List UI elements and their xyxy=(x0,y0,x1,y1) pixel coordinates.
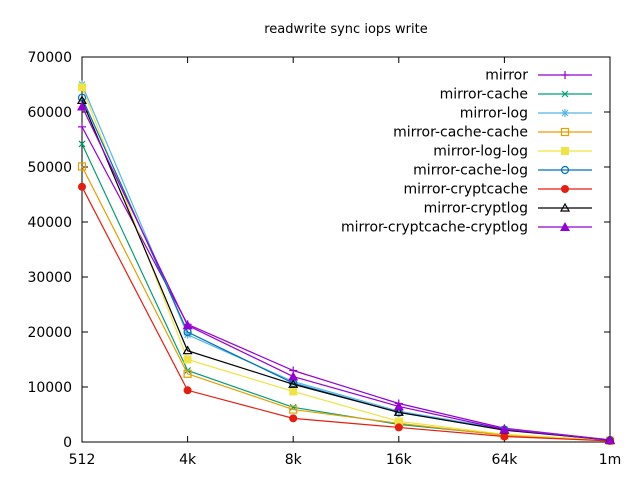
series-mirror-cryptcache-cryptlog xyxy=(81,106,611,441)
legend-label: mirror-cryptcache xyxy=(403,182,528,198)
triangle-filled-marker xyxy=(288,371,299,381)
triangle-open-marker xyxy=(559,202,571,212)
legend-label: mirror-log-log xyxy=(433,144,528,160)
legend-label: mirror-cryptcache-cryptlog xyxy=(341,220,528,236)
legend-item-mirror-cache: mirror-cache xyxy=(440,87,592,103)
x-marker xyxy=(78,140,86,148)
y-tick-label: 40000 xyxy=(27,215,72,231)
square-open-marker xyxy=(289,405,298,414)
y-tick-label: 70000 xyxy=(27,50,72,66)
legend-item-mirror-cache-log: mirror-cache-log xyxy=(413,163,592,179)
legend-label: mirror-cryptlog xyxy=(424,201,528,217)
legend-item-mirror-log: mirror-log xyxy=(460,106,592,122)
y-tick-label: 20000 xyxy=(27,325,72,341)
circle-filled-marker xyxy=(78,182,86,191)
triangle-filled-marker xyxy=(182,320,193,330)
triangle-filled-marker xyxy=(77,101,87,111)
chart-title: readwrite sync iops write xyxy=(264,22,428,37)
square-open-marker xyxy=(560,127,570,137)
series-mirror-cache-cache xyxy=(81,166,611,442)
asterisk-marker xyxy=(561,109,569,117)
legend-item-mirror: mirror xyxy=(485,68,592,84)
x-tick-label: 4k xyxy=(179,452,197,468)
legend-item-mirror-cryptlog: mirror-cryptlog xyxy=(424,201,592,217)
y-tick-label: 60000 xyxy=(27,105,72,121)
circle-filled-marker xyxy=(289,414,298,423)
y-tick-label: 50000 xyxy=(27,160,72,176)
series-mirror-cryptlog xyxy=(81,100,611,441)
circle-filled-marker xyxy=(561,185,569,193)
x-tick-label: 8k xyxy=(285,452,303,468)
plot-border xyxy=(81,56,611,443)
x-tick-label: 16k xyxy=(386,452,413,468)
x-marker xyxy=(561,90,569,98)
legend-label: mirror-cache-cache xyxy=(393,125,528,141)
circle-filled-marker xyxy=(394,423,403,432)
square-open-marker xyxy=(183,369,192,378)
legend-label: mirror-cache-log xyxy=(413,163,528,179)
triangle-open-marker xyxy=(393,407,404,416)
series-mirror-cache-log xyxy=(81,97,611,441)
triangle-filled-marker xyxy=(393,401,404,411)
circle-filled-marker xyxy=(500,432,509,441)
series-line xyxy=(81,106,611,441)
triangle-open-marker xyxy=(288,379,299,388)
series-line xyxy=(81,100,611,441)
series-line xyxy=(81,166,611,442)
legend-item-mirror-cryptcache-cryptlog: mirror-cryptcache-cryptlog xyxy=(341,220,592,236)
triangle-filled-marker xyxy=(499,424,510,434)
square-open-marker xyxy=(77,162,87,171)
series-line xyxy=(81,186,611,442)
legend-label: mirror xyxy=(485,68,528,84)
triangle-open-marker xyxy=(182,345,193,355)
y-tick-label: 30000 xyxy=(27,270,72,286)
circle-open-marker xyxy=(560,165,570,175)
x-tick-label: 1m xyxy=(599,452,622,468)
x-tick-label: 64k xyxy=(491,452,518,468)
square-filled-marker xyxy=(394,417,403,426)
y-tick-label: 0 xyxy=(63,435,72,451)
y-tick-label: 10000 xyxy=(27,380,72,396)
square-filled-marker xyxy=(183,355,192,364)
series-line xyxy=(81,97,611,441)
square-filled-marker xyxy=(561,147,569,155)
x-tick-label: 512 xyxy=(69,452,96,468)
square-filled-marker xyxy=(289,387,298,396)
triangle-filled-marker xyxy=(605,435,615,445)
series-mirror xyxy=(81,126,611,441)
legend-label: mirror-log xyxy=(460,106,528,122)
series-line xyxy=(81,87,611,441)
triangle-filled-marker xyxy=(560,222,570,231)
legend-label: mirror-cache xyxy=(440,87,528,103)
series-line xyxy=(81,126,611,441)
square-filled-marker xyxy=(78,83,86,92)
series-mirror-cryptcache xyxy=(81,186,611,442)
legend-item-mirror-cache-cache: mirror-cache-cache xyxy=(393,125,592,141)
series-mirror-log-log xyxy=(81,87,611,441)
circle-filled-marker xyxy=(183,386,192,395)
